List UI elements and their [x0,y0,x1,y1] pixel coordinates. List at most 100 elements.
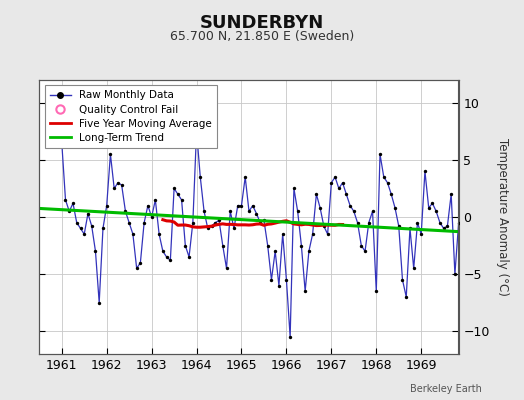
Point [151,197,159,203]
Point [125,220,133,226]
Point [417,231,425,237]
Y-axis label: Temperature Anomaly (°C): Temperature Anomaly (°C) [496,138,509,296]
Point [230,225,238,232]
Point [402,294,410,300]
Point [114,180,122,186]
Point [327,180,335,186]
Point [110,185,118,192]
Point [432,208,440,214]
Point [361,248,369,254]
Point [147,214,156,220]
Point [309,231,317,237]
Point [267,276,276,283]
Point [159,248,167,254]
Point [178,197,186,203]
Point [301,288,309,294]
Legend: Raw Monthly Data, Quality Control Fail, Five Year Moving Average, Long-Term Tren: Raw Monthly Data, Quality Control Fail, … [45,85,217,148]
Text: 65.700 N, 21.850 E (Sweden): 65.700 N, 21.850 E (Sweden) [170,30,354,43]
Point [391,205,399,211]
Point [278,231,287,237]
Point [189,220,197,226]
Point [406,225,414,232]
Point [331,174,339,180]
Point [440,225,448,232]
Point [424,205,433,211]
Point [282,276,291,283]
Text: SUNDERBYN: SUNDERBYN [200,14,324,32]
Point [368,208,377,214]
Point [410,265,418,272]
Point [117,182,126,188]
Point [451,271,459,277]
Point [443,223,452,229]
Text: Berkeley Earth: Berkeley Earth [410,384,482,394]
Point [357,242,366,249]
Point [136,260,145,266]
Point [226,208,234,214]
Point [155,231,163,237]
Point [275,282,283,289]
Point [241,174,249,180]
Point [316,205,324,211]
Point [297,242,305,249]
Point [252,210,260,217]
Point [342,191,351,197]
Point [65,208,73,214]
Point [447,191,455,197]
Point [286,334,294,340]
Point [350,208,358,214]
Point [185,254,193,260]
Point [458,208,466,214]
Point [77,225,85,232]
Point [346,202,354,209]
Point [133,265,141,272]
Point [312,191,321,197]
Point [421,168,429,174]
Point [256,220,265,226]
Point [264,242,272,249]
Point [365,220,373,226]
Point [222,265,231,272]
Point [436,220,444,226]
Point [91,248,100,254]
Point [121,208,129,214]
Point [58,140,66,146]
Point [323,231,332,237]
Point [88,223,96,229]
Point [379,174,388,180]
Point [80,231,89,237]
Point [196,174,204,180]
Point [376,151,384,158]
Point [271,248,279,254]
Point [144,202,152,209]
Point [219,242,227,249]
Point [387,191,396,197]
Point [140,220,148,226]
Point [173,191,182,197]
Point [204,225,212,232]
Point [69,200,77,206]
Point [200,208,208,214]
Point [398,276,407,283]
Point [320,223,328,229]
Point [384,180,392,186]
Point [166,257,174,264]
Point [335,185,343,192]
Point [293,208,302,214]
Point [61,197,70,203]
Point [192,128,201,134]
Point [234,202,242,209]
Point [215,217,223,224]
Point [211,220,220,226]
Point [237,202,246,209]
Point [260,217,268,224]
Point [106,151,115,158]
Point [162,254,171,260]
Point [181,242,190,249]
Point [208,223,216,229]
Point [248,202,257,209]
Point [304,248,313,254]
Point [372,288,380,294]
Point [99,225,107,232]
Point [129,231,137,237]
